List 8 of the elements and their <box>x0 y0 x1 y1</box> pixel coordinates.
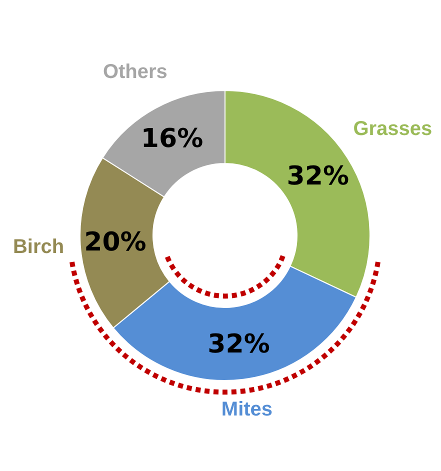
data-label: 32% <box>286 162 349 192</box>
data-label: 32% <box>208 330 270 360</box>
slice-label: Others <box>102 61 168 84</box>
data-label: 20% <box>84 227 146 258</box>
data-label: 16% <box>140 124 204 154</box>
slice-label: Mites <box>221 398 273 421</box>
slice-label: Birch <box>12 236 64 258</box>
slice-label: Grasses <box>353 118 432 140</box>
